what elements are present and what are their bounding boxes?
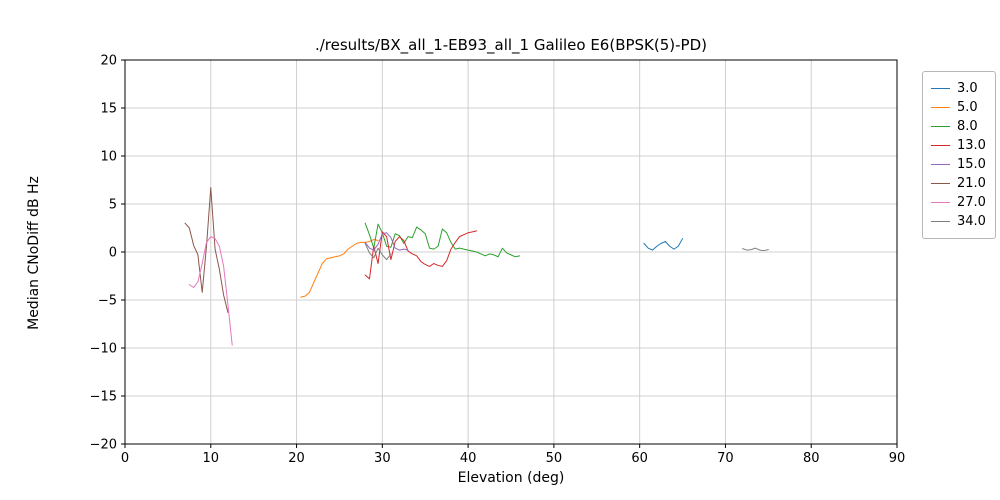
x-axis-label: Elevation (deg) bbox=[457, 470, 565, 486]
tick-label-x: 20 bbox=[288, 451, 305, 466]
tick-label-y: −5 bbox=[98, 294, 117, 309]
series-line-27.0 bbox=[188, 236, 233, 346]
legend-swatch bbox=[931, 107, 950, 108]
legend-label: 13.0 bbox=[957, 138, 986, 153]
legend-swatch bbox=[931, 145, 950, 146]
legend-label: 8.0 bbox=[957, 119, 978, 134]
tick-label-y: −20 bbox=[90, 438, 117, 453]
legend-item-13.0: 13.0 bbox=[931, 136, 986, 155]
series-line-15.0 bbox=[364, 232, 409, 251]
legend-label: 27.0 bbox=[957, 195, 986, 210]
chart-title: ./results/BX_all_1-EB93_all_1 Galileo E6… bbox=[314, 36, 708, 54]
legend-label: 5.0 bbox=[957, 100, 978, 115]
legend-item-34.0: 34.0 bbox=[931, 212, 986, 231]
tick-label-y: −10 bbox=[90, 342, 117, 357]
tick-label-y: 20 bbox=[100, 54, 117, 69]
series-line-8.0 bbox=[364, 222, 521, 258]
legend: 3.0 5.0 8.0 13.0 15.0 21.0 27.0 34.0 bbox=[922, 71, 996, 239]
series-line-21.0 bbox=[184, 187, 229, 313]
legend-swatch bbox=[931, 202, 950, 203]
tick-label-x: 60 bbox=[631, 451, 648, 466]
legend-swatch bbox=[931, 88, 950, 89]
series-line-34.0 bbox=[364, 242, 392, 261]
tick-label-y: 10 bbox=[100, 150, 117, 165]
legend-label: 21.0 bbox=[957, 176, 986, 191]
legend-item-21.0: 21.0 bbox=[931, 174, 986, 193]
tick-label-x: 0 bbox=[121, 451, 129, 466]
tick-label-x: 40 bbox=[460, 451, 477, 466]
tick-label-x: 90 bbox=[889, 451, 906, 466]
tick-label-x: 70 bbox=[717, 451, 734, 466]
legend-swatch bbox=[931, 183, 950, 184]
legend-item-15.0: 15.0 bbox=[931, 155, 986, 174]
series-line-5.0 bbox=[300, 239, 379, 298]
tick-label-y: 0 bbox=[109, 246, 117, 261]
legend-label: 15.0 bbox=[957, 157, 986, 172]
legend-item-3.0: 3.0 bbox=[931, 79, 985, 98]
legend-label: 3.0 bbox=[957, 81, 978, 96]
legend-item-8.0: 8.0 bbox=[931, 117, 985, 136]
tick-label-x: 50 bbox=[546, 451, 563, 466]
tick-label-y: −15 bbox=[90, 390, 117, 405]
legend-item-5.0: 5.0 bbox=[931, 98, 985, 117]
series-line-34.0 bbox=[742, 247, 769, 252]
legend-label: 34.0 bbox=[957, 214, 986, 229]
series-line-3.0 bbox=[643, 238, 684, 251]
tick-label-y: 5 bbox=[109, 198, 117, 213]
tick-label-x: 80 bbox=[803, 451, 820, 466]
legend-swatch bbox=[931, 126, 950, 127]
tick-label-x: 10 bbox=[203, 451, 220, 466]
tick-label-x: 30 bbox=[374, 451, 391, 466]
legend-swatch bbox=[931, 221, 950, 222]
tick-label-y: 15 bbox=[100, 102, 117, 117]
legend-swatch bbox=[931, 164, 950, 165]
legend-item-27.0: 27.0 bbox=[931, 193, 986, 212]
